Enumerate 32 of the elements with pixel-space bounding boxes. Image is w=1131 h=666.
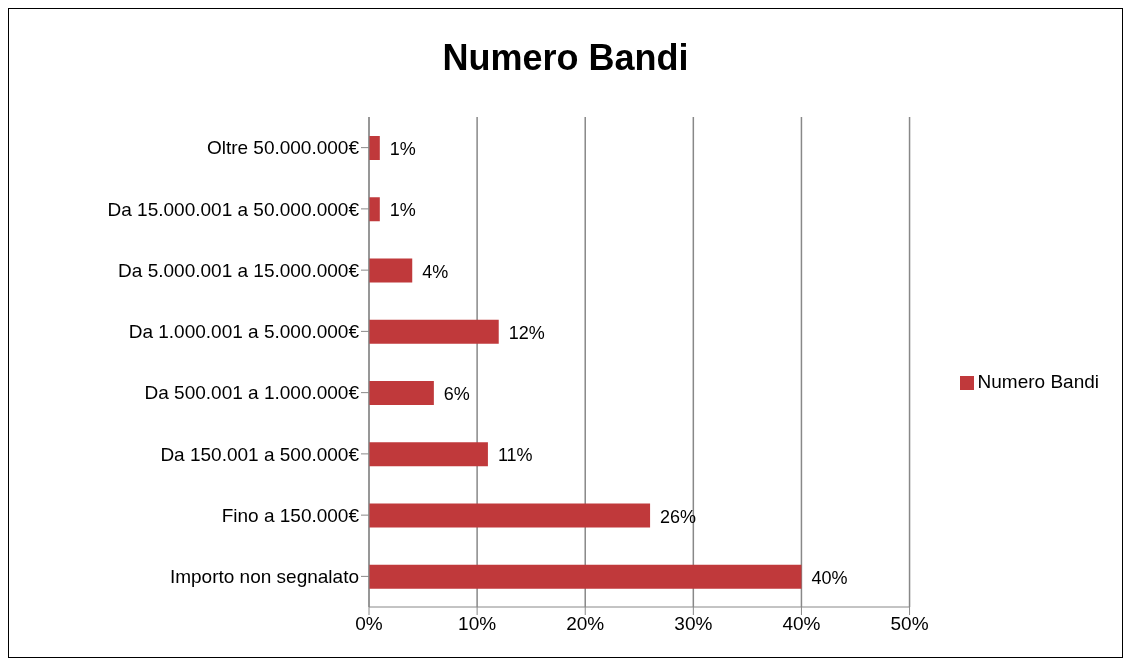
y-tick-label: Da 500.001 a 1.000.000€ [144, 382, 360, 404]
bar [369, 564, 802, 589]
y-tick-label: Importo non segnalato [169, 566, 359, 588]
y-tick-label: Fino a 150.000€ [221, 504, 360, 526]
bar [369, 503, 651, 528]
data-label: 1% [389, 200, 416, 221]
x-tick-label: 10% [458, 613, 497, 635]
data-label: 11% [497, 445, 533, 466]
y-tick-label: Oltre 50.000.000€ [206, 137, 360, 159]
legend-label: Numero Bandi [977, 371, 1099, 392]
data-label: 12% [508, 322, 545, 343]
data-label: 1% [389, 139, 416, 159]
x-tick-label: 20% [566, 613, 605, 635]
y-tick-label: Da 1.000.001 a 5.000.000€ [128, 321, 360, 343]
x-tick-label: 30% [674, 613, 713, 635]
data-label: 40% [811, 567, 848, 588]
bar [369, 258, 413, 283]
data-label: 6% [443, 384, 470, 404]
bar [369, 197, 380, 222]
x-tick-label: 50% [890, 613, 929, 635]
bar [369, 319, 499, 344]
x-tick-label: 40% [782, 613, 821, 635]
y-tick-label: Da 5.000.001 a 15.000.000€ [118, 259, 360, 281]
y-tick-label: Da 150.001 a 500.000€ [160, 443, 360, 465]
bar [369, 381, 434, 405]
bar [369, 136, 380, 160]
data-label: 4% [422, 261, 449, 282]
x-tick-label: 0% [355, 613, 383, 635]
y-tick-label: Da 15.000.001 a 50.000.000€ [107, 198, 360, 220]
bar [369, 442, 488, 467]
data-label: 26% [660, 506, 697, 527]
chart-title: Numero Bandi [441, 36, 690, 80]
